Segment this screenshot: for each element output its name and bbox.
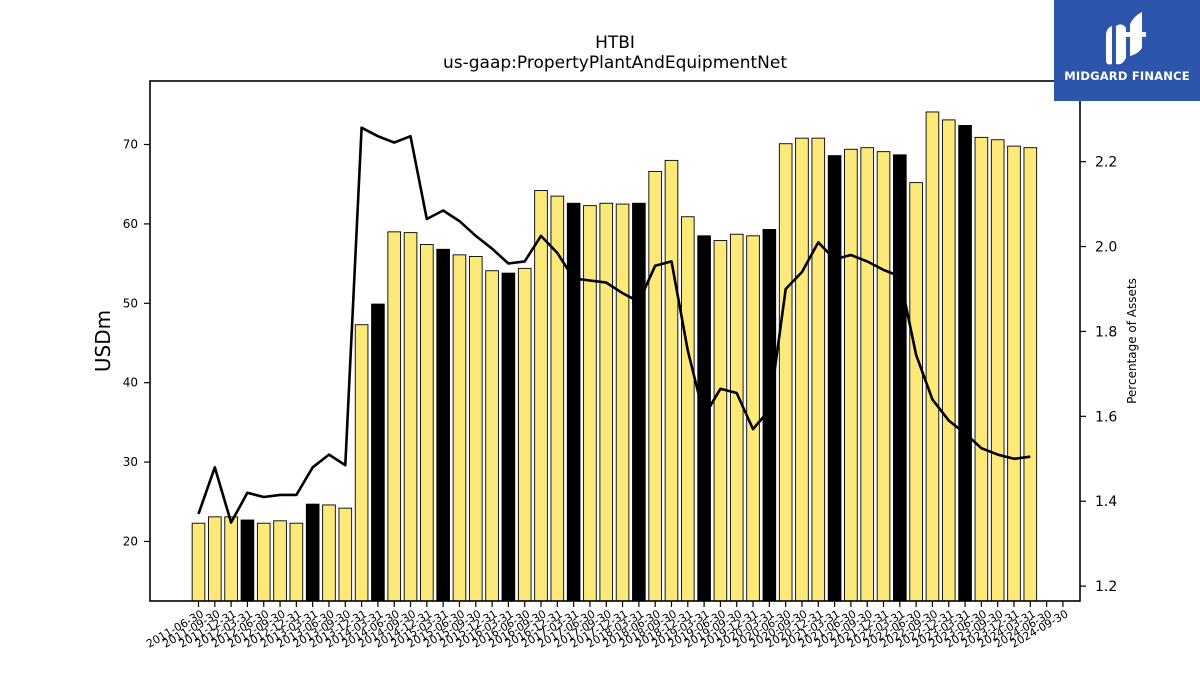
bar xyxy=(876,151,891,602)
y-tick-label: 60 xyxy=(123,217,138,231)
y2-tick-label: 1.2 xyxy=(1095,579,1117,595)
bar xyxy=(289,522,304,602)
bar xyxy=(713,240,728,602)
y2-tick-label: 1.4 xyxy=(1095,494,1117,510)
bar xyxy=(811,137,826,602)
bar xyxy=(550,195,565,602)
bar xyxy=(322,504,336,602)
left-axis-ticks: 20 30 40 50 60 70 xyxy=(123,138,150,548)
chart-title: HTBI xyxy=(595,33,635,53)
bar xyxy=(1023,147,1038,602)
y-tick-label: 50 xyxy=(123,296,138,310)
bar xyxy=(990,139,1005,602)
chart-subtitle: us-gaap:PropertyPlantAndEquipmentNet xyxy=(443,53,787,73)
bar xyxy=(338,507,353,602)
bar xyxy=(468,256,483,602)
bar xyxy=(436,248,450,602)
bar xyxy=(681,216,695,602)
y2-tick-label: 1.6 xyxy=(1095,409,1117,425)
bar xyxy=(941,119,956,602)
percentage-line xyxy=(197,126,1031,524)
logo-text: MIDGARD FINANCE xyxy=(1064,69,1190,83)
bar-group xyxy=(191,111,1038,602)
bar xyxy=(452,254,467,602)
bar xyxy=(305,503,320,602)
bar xyxy=(534,190,548,602)
bar xyxy=(844,148,858,602)
bar xyxy=(224,516,238,602)
bar xyxy=(729,233,744,602)
x-axis-ticks: 2011-06-302011-09-302011-12-312012-03-31… xyxy=(144,601,1070,651)
bar xyxy=(403,232,418,602)
bar xyxy=(615,203,630,602)
bar xyxy=(1007,145,1021,602)
bar xyxy=(958,125,972,602)
bar xyxy=(795,137,809,602)
bar xyxy=(191,522,206,602)
bar xyxy=(632,202,646,602)
bar xyxy=(256,522,271,602)
y2-tick-label: 2.0 xyxy=(1095,240,1117,256)
bar xyxy=(697,235,711,602)
brand-logo: MIDGARD FINANCE xyxy=(1054,0,1200,101)
bar xyxy=(909,182,923,602)
bar xyxy=(778,143,793,602)
bar xyxy=(387,231,402,602)
bar xyxy=(827,155,842,602)
y-tick-label: 40 xyxy=(123,376,138,390)
bar xyxy=(974,136,989,602)
bar xyxy=(420,244,434,602)
bar xyxy=(485,270,499,602)
bar xyxy=(354,324,369,602)
bar xyxy=(517,267,532,602)
y-tick-label: 70 xyxy=(123,138,138,152)
y-tick-label: 30 xyxy=(123,455,138,469)
y2-tick-label: 1.8 xyxy=(1095,324,1117,340)
y2-axis-label: Percentage of Assets xyxy=(1125,278,1139,404)
bar xyxy=(599,202,614,602)
plot-frame xyxy=(149,80,1081,602)
bar xyxy=(583,205,597,602)
bar xyxy=(925,111,940,602)
bar xyxy=(208,516,222,602)
right-axis-ticks: 1.2 1.4 1.6 1.8 2.0 2.2 xyxy=(1080,155,1117,595)
bar xyxy=(860,147,875,602)
bar xyxy=(501,272,516,602)
bar xyxy=(371,303,385,602)
midgard-logo-icon xyxy=(1106,12,1146,65)
bar xyxy=(566,202,581,602)
y-tick-label: 20 xyxy=(123,534,138,548)
y2-tick-label: 2.2 xyxy=(1095,155,1117,171)
bar xyxy=(893,154,907,602)
bar xyxy=(648,171,662,602)
bar xyxy=(664,159,679,602)
line-layer xyxy=(197,126,1031,524)
bar xyxy=(240,519,255,602)
bar xyxy=(273,520,287,602)
y-axis-label: USDm xyxy=(91,310,115,372)
